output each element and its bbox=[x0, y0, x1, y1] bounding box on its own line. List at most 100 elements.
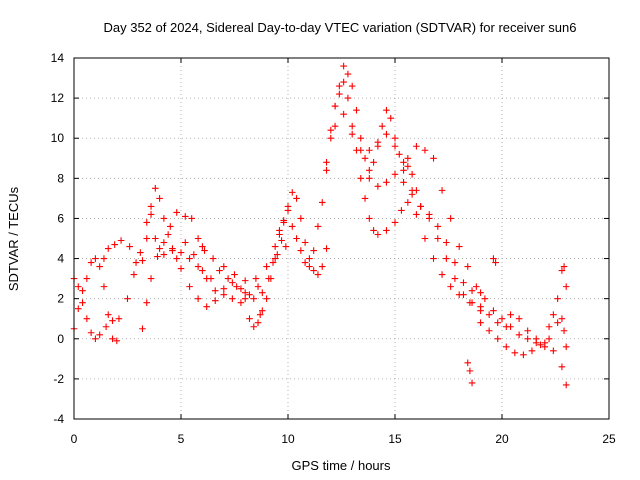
data-point bbox=[233, 283, 240, 290]
satellite-track-7 bbox=[181, 237, 290, 302]
data-point bbox=[74, 283, 82, 290]
data-point bbox=[194, 263, 202, 270]
data-point bbox=[434, 223, 442, 230]
data-point bbox=[408, 191, 416, 198]
data-point bbox=[124, 295, 131, 302]
y-tick-label: 8 bbox=[57, 171, 64, 185]
data-point bbox=[413, 211, 420, 218]
y-tick-label: 4 bbox=[57, 252, 64, 266]
data-point bbox=[554, 295, 561, 302]
data-point bbox=[477, 289, 484, 296]
data-point bbox=[485, 311, 493, 319]
data-point bbox=[383, 227, 390, 234]
data-point bbox=[468, 379, 476, 387]
data-point bbox=[152, 235, 159, 242]
data-point bbox=[558, 315, 566, 323]
data-point bbox=[271, 243, 279, 250]
data-point bbox=[443, 255, 450, 262]
data-point bbox=[139, 257, 146, 264]
data-point bbox=[451, 275, 459, 282]
data-point bbox=[492, 259, 499, 266]
data-point bbox=[515, 315, 523, 323]
data-point bbox=[366, 146, 373, 154]
data-point bbox=[147, 203, 155, 210]
data-point bbox=[485, 327, 493, 335]
data-point bbox=[126, 243, 133, 250]
data-point bbox=[246, 291, 253, 298]
data-point bbox=[477, 319, 484, 327]
data-point bbox=[545, 335, 553, 343]
data-point bbox=[224, 275, 232, 282]
data-point bbox=[203, 303, 210, 310]
data-point bbox=[562, 283, 570, 290]
data-point bbox=[220, 291, 228, 298]
data-point bbox=[297, 247, 305, 254]
data-point bbox=[370, 227, 377, 234]
data-point bbox=[83, 275, 91, 282]
data-point bbox=[96, 263, 103, 270]
data-point bbox=[130, 271, 138, 278]
data-point bbox=[430, 154, 437, 162]
data-point bbox=[520, 351, 527, 359]
data-point bbox=[147, 275, 155, 282]
data-point bbox=[395, 150, 403, 158]
data-point bbox=[327, 126, 335, 134]
data-point bbox=[421, 146, 429, 154]
data-point bbox=[366, 175, 373, 182]
data-point bbox=[361, 154, 369, 162]
data-point bbox=[340, 62, 347, 70]
data-point bbox=[438, 187, 446, 194]
data-point bbox=[152, 185, 159, 192]
data-point bbox=[331, 122, 339, 130]
data-point bbox=[391, 171, 399, 178]
data-point bbox=[276, 231, 283, 238]
data-point bbox=[310, 267, 317, 274]
data-point bbox=[327, 134, 335, 142]
y-tick-label: 6 bbox=[57, 211, 64, 225]
data-point bbox=[96, 331, 103, 339]
data-point bbox=[254, 283, 262, 290]
plot-frame bbox=[73, 57, 610, 420]
data-point bbox=[490, 307, 497, 314]
data-point bbox=[490, 255, 497, 262]
data-point bbox=[229, 295, 236, 302]
data-point bbox=[374, 183, 382, 190]
data-point bbox=[314, 271, 322, 278]
data-point bbox=[466, 367, 474, 375]
data-point bbox=[201, 247, 208, 254]
data-point bbox=[494, 319, 502, 327]
y-tick-label: 0 bbox=[57, 332, 64, 346]
data-point bbox=[438, 271, 446, 278]
data-point bbox=[207, 275, 215, 282]
data-point bbox=[160, 215, 168, 222]
data-point bbox=[451, 259, 459, 266]
data-point bbox=[250, 323, 258, 331]
data-point bbox=[370, 158, 377, 166]
data-point bbox=[147, 211, 155, 218]
x-tick-label: 15 bbox=[388, 432, 402, 446]
data-point bbox=[400, 158, 407, 166]
data-point bbox=[259, 307, 266, 314]
data-point bbox=[331, 102, 339, 110]
satellite-track-10 bbox=[288, 62, 420, 270]
data-point bbox=[74, 305, 82, 312]
data-point bbox=[310, 247, 317, 254]
data-point bbox=[241, 295, 249, 302]
data-point bbox=[173, 255, 181, 262]
data-point bbox=[256, 311, 264, 319]
data-point bbox=[336, 90, 343, 98]
data-point bbox=[250, 295, 258, 302]
satellite-track-2 bbox=[70, 255, 121, 345]
data-point bbox=[425, 211, 433, 218]
data-point bbox=[288, 189, 296, 196]
data-point bbox=[502, 343, 510, 351]
data-point bbox=[188, 215, 195, 222]
data-point bbox=[194, 295, 202, 302]
satellite-track-9 bbox=[254, 189, 330, 327]
data-point bbox=[447, 215, 454, 222]
chart-title: Day 352 of 2024, Sidereal Day-to-day VTE… bbox=[103, 20, 576, 35]
data-point bbox=[318, 263, 326, 270]
data-point bbox=[336, 82, 343, 90]
data-point bbox=[109, 317, 116, 325]
satellite-track-15 bbox=[464, 255, 499, 387]
